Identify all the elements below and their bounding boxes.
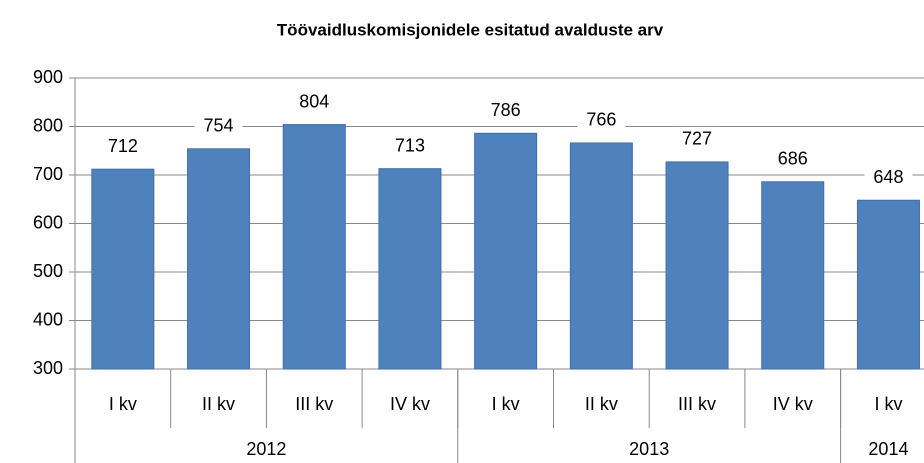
value-label-bg bbox=[481, 98, 530, 123]
bar bbox=[187, 148, 251, 370]
value-label-bg bbox=[98, 134, 147, 159]
value-label: 754 bbox=[204, 116, 234, 136]
value-label-bg bbox=[577, 107, 626, 132]
x-tick-label: II kv bbox=[202, 394, 235, 414]
value-label: 648 bbox=[873, 167, 903, 187]
value-label: 713 bbox=[395, 135, 425, 155]
group-label: 2014 bbox=[868, 439, 908, 459]
chart-title: Töövaidluskomisjonidele esitatud avaldus… bbox=[277, 20, 664, 39]
bar bbox=[282, 124, 346, 370]
value-label: 712 bbox=[108, 136, 138, 156]
value-label-bg bbox=[864, 165, 913, 190]
value-label-bg bbox=[385, 133, 434, 158]
x-tick-label: I kv bbox=[874, 394, 902, 414]
y-tick-label: 600 bbox=[33, 212, 63, 232]
y-tick-label: 400 bbox=[33, 309, 63, 329]
bar bbox=[378, 168, 442, 370]
value-label-bg bbox=[673, 126, 722, 151]
value-label-bg bbox=[290, 89, 339, 114]
x-tick-label: IV kv bbox=[773, 394, 813, 414]
x-tick-label: III kv bbox=[678, 394, 716, 414]
y-tick-label: 900 bbox=[33, 67, 63, 87]
bar bbox=[474, 132, 538, 370]
bar bbox=[91, 168, 155, 370]
value-label: 804 bbox=[299, 91, 329, 111]
value-label: 786 bbox=[491, 100, 521, 120]
bar bbox=[761, 181, 825, 370]
x-tick-label: I kv bbox=[109, 394, 137, 414]
bar bbox=[569, 142, 633, 370]
x-tick-label: II kv bbox=[585, 394, 618, 414]
x-tick-label: I kv bbox=[492, 394, 520, 414]
value-label-bg bbox=[768, 146, 817, 171]
y-tick-label: 800 bbox=[33, 115, 63, 135]
value-label: 766 bbox=[586, 110, 616, 130]
value-label-bg bbox=[194, 113, 243, 138]
x-tick-label: IV kv bbox=[390, 394, 430, 414]
value-label: 727 bbox=[682, 129, 712, 149]
x-tick-label: III kv bbox=[295, 394, 333, 414]
value-label: 686 bbox=[778, 149, 808, 169]
bar bbox=[856, 199, 920, 370]
y-tick-label: 300 bbox=[33, 358, 63, 378]
y-tick-label: 700 bbox=[33, 164, 63, 184]
group-label: 2012 bbox=[246, 439, 286, 459]
group-label: 2013 bbox=[629, 439, 669, 459]
y-tick-label: 500 bbox=[33, 261, 63, 281]
bar bbox=[665, 161, 729, 370]
